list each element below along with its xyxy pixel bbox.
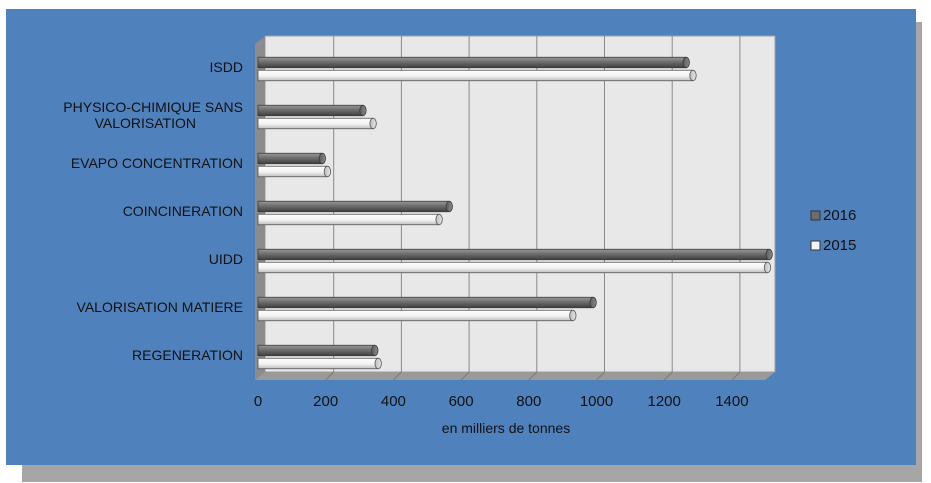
plot-floor xyxy=(255,372,775,380)
gridline-floor xyxy=(460,371,470,381)
x-tick-labels: 0 200 400 600 800 1000 1200 1400 xyxy=(254,393,749,410)
bar-2015-5 xyxy=(257,309,577,322)
gridline-floor xyxy=(528,371,538,381)
gridline-floor xyxy=(731,371,741,381)
category-label: PHYSICO-CHIMIQUE SANS VALORISATION xyxy=(63,99,243,131)
category-label: VALORISATION MATIERE xyxy=(77,299,243,315)
bar-2015-6 xyxy=(257,357,382,370)
x-tick-label: 1400 xyxy=(715,393,748,410)
x-tick-label: 600 xyxy=(449,393,474,410)
bar-2016-3 xyxy=(257,200,453,213)
x-tick-label: 1000 xyxy=(580,393,613,410)
bars xyxy=(257,56,773,370)
category-label: COINCINERATION xyxy=(123,203,243,219)
x-tick-label: 800 xyxy=(516,393,541,410)
x-tick-label: 1200 xyxy=(648,393,681,410)
bar-2016-6 xyxy=(257,344,379,357)
bar-2016-2 xyxy=(257,152,326,165)
bar-2016-1 xyxy=(257,104,367,117)
gridline-floor xyxy=(596,371,605,381)
bar-2015-4 xyxy=(257,261,772,274)
legend-swatch xyxy=(810,210,821,221)
bar-2016-5 xyxy=(257,296,597,309)
bar-2015-0 xyxy=(257,69,697,82)
category-label: UIDD xyxy=(209,251,243,267)
category-label: ISDD xyxy=(210,59,243,75)
x-axis-title: en milliers de tonnes xyxy=(442,420,570,436)
legend-item: 2016 xyxy=(810,207,856,224)
legend-swatch xyxy=(810,240,821,251)
gridline-floor xyxy=(325,371,335,381)
bar-2015-3 xyxy=(257,213,443,226)
x-tick-label: 0 xyxy=(254,393,262,410)
legend-item: 2015 xyxy=(810,237,856,254)
x-tick-label: 200 xyxy=(313,393,338,410)
bar-2016-4 xyxy=(257,248,773,261)
gridline-floor xyxy=(393,371,402,381)
bar-2015-2 xyxy=(257,165,331,178)
legend-label: 2015 xyxy=(823,237,856,254)
legend: 2016 2015 xyxy=(810,207,856,254)
category-labels: ISDD PHYSICO-CHIMIQUE SANS VALORISATION EVA… xyxy=(63,59,243,363)
x-tick-label: 400 xyxy=(381,393,406,410)
bar-2016-0 xyxy=(257,56,690,69)
bar-2015-1 xyxy=(257,117,377,130)
category-label: REGENERATION xyxy=(132,347,243,363)
gridline-floor xyxy=(663,371,673,381)
category-label: EVAPO CONCENTRATION xyxy=(71,155,243,171)
legend-label: 2016 xyxy=(823,207,856,224)
